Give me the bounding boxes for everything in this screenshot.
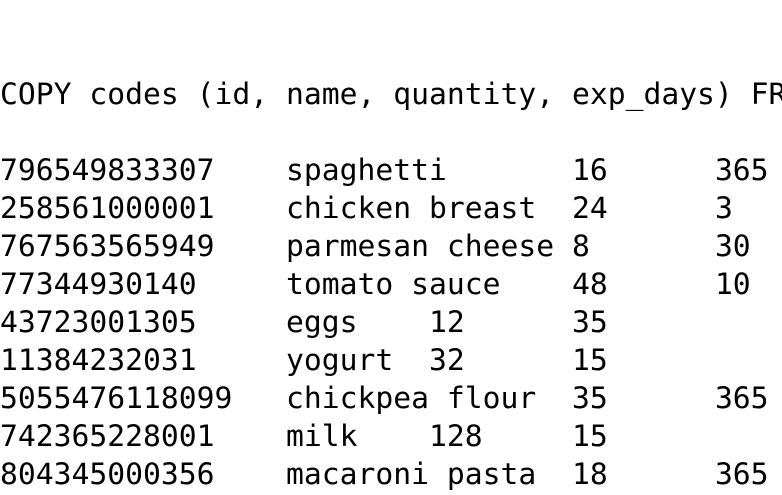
data-row: 5055476118099 chickpea flour 35 365: [0, 380, 782, 418]
field: 365: [714, 381, 769, 416]
field: 35: [571, 305, 608, 340]
field: 128: [428, 419, 483, 454]
field: 15: [571, 343, 608, 378]
field: 365: [714, 153, 769, 188]
field: milk: [285, 419, 358, 454]
field: 16: [571, 153, 608, 188]
field: 5055476118099: [0, 381, 233, 416]
field: macaroni pasta: [285, 457, 537, 492]
field: spaghetti: [285, 153, 447, 188]
field: 48: [571, 267, 608, 302]
field: tomato sauce: [285, 267, 501, 302]
field: 804345000356: [0, 457, 215, 492]
field: 742365228001: [0, 419, 215, 454]
data-row: 767563565949 parmesan cheese 8 30: [0, 228, 782, 266]
field: 3: [714, 191, 733, 226]
field: 77344930140: [0, 267, 197, 302]
field: 18: [571, 457, 608, 492]
field: 365: [714, 457, 769, 492]
field: 10: [714, 267, 751, 302]
field: yogurt: [285, 343, 394, 378]
data-row: 742365228001 milk 128 15: [0, 418, 782, 456]
field: 30: [714, 229, 751, 264]
field: parmesan cheese: [285, 229, 555, 264]
field: eggs: [285, 305, 358, 340]
data-row: 11384232031 yogurt 32 15: [0, 342, 782, 380]
field: 258561000001: [0, 191, 215, 226]
field: chicken breast: [285, 191, 537, 226]
field: 12: [428, 305, 465, 340]
data-row: 77344930140 tomato sauce 48 10: [0, 266, 782, 304]
field: 15: [571, 419, 608, 454]
field: 796549833307: [0, 153, 215, 188]
field: 32: [428, 343, 465, 378]
field: 43723001305: [0, 305, 197, 340]
command-line: COPY codes (id, name, quantity, exp_days…: [0, 77, 782, 112]
data-row: 796549833307 spaghetti 16 365: [0, 152, 782, 190]
data-row: 258561000001 chicken breast 24 3: [0, 190, 782, 228]
data-row: 804345000356 macaroni pasta 18 365: [0, 456, 782, 494]
field: 35: [571, 381, 608, 416]
data-row: 43723001305 eggs 12 35: [0, 304, 782, 342]
field: 767563565949: [0, 229, 215, 264]
field: 8: [571, 229, 590, 264]
field: 24: [571, 191, 608, 226]
field: 11384232031: [0, 343, 197, 378]
field: chickpea flour: [285, 381, 537, 416]
